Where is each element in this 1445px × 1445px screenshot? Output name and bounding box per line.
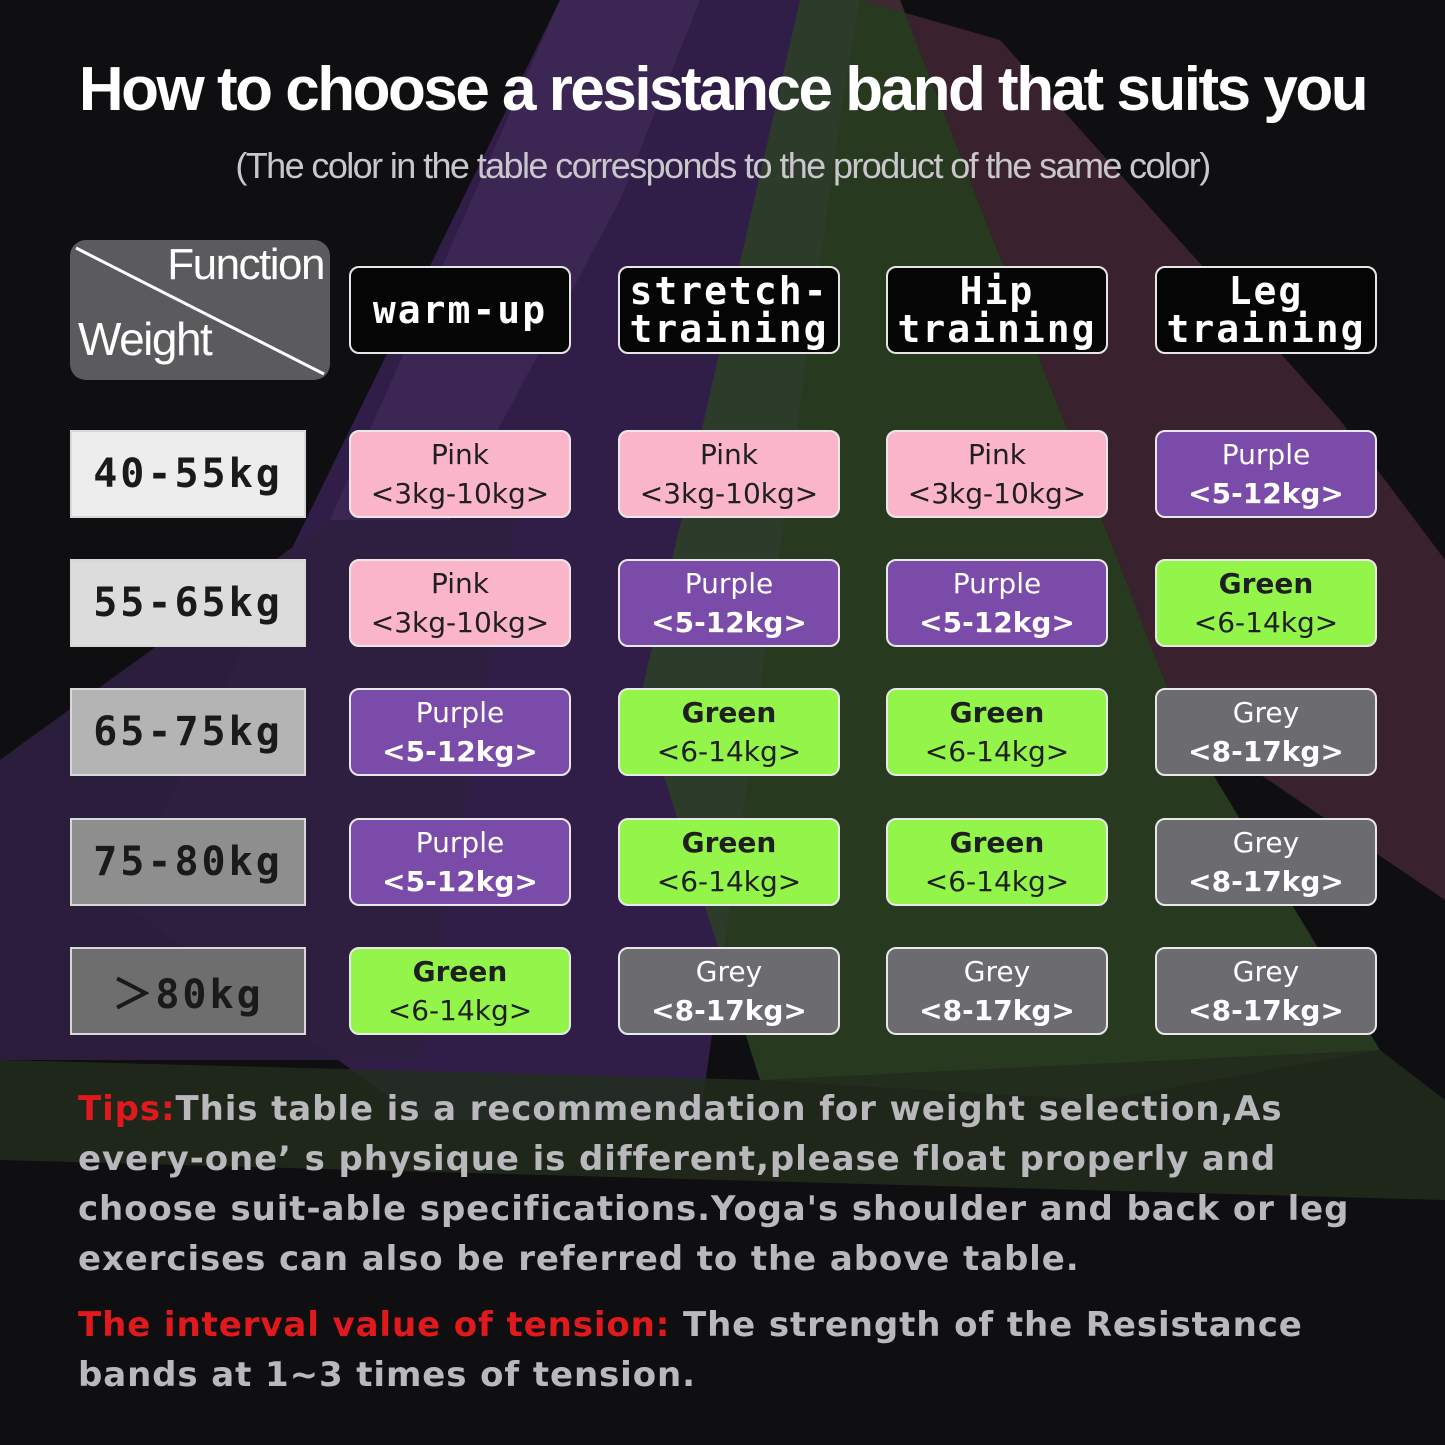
- band-tension-range: <8-17kg>: [1188, 994, 1344, 1027]
- band-recommendation-cell: Grey <8-17kg>: [1155, 947, 1377, 1035]
- band-recommendation-cell: Grey <8-17kg>: [886, 947, 1108, 1035]
- band-color-label: Grey: [1232, 696, 1300, 729]
- tension-interval-paragraph: The interval value of tension: The stren…: [78, 1300, 1408, 1400]
- band-color-label: Green: [949, 696, 1045, 729]
- band-tension-range: <6-14kg>: [656, 865, 802, 898]
- column-header: stretch-training: [618, 266, 840, 354]
- weight-range-cell: 75-80kg: [70, 818, 306, 906]
- band-tension-range: <3kg-10kg>: [370, 606, 550, 639]
- band-color-label: Purple: [415, 826, 505, 859]
- band-color-label: Purple: [684, 567, 774, 600]
- band-recommendation-cell: Purple <5-12kg>: [886, 559, 1108, 647]
- band-recommendation-cell: Green <6-14kg>: [618, 688, 840, 776]
- band-tension-range: <6-14kg>: [924, 735, 1070, 768]
- band-color-label: Grey: [695, 955, 763, 988]
- weight-range-cell: 40-55kg: [70, 430, 306, 518]
- band-tension-range: <5-12kg>: [651, 606, 807, 639]
- band-recommendation-cell: Green <6-14kg>: [1155, 559, 1377, 647]
- band-recommendation-cell: Purple <5-12kg>: [349, 688, 571, 776]
- band-color-label: Pink: [430, 567, 489, 600]
- band-recommendation-cell: Pink <3kg-10kg>: [349, 559, 571, 647]
- band-color-label: Green: [681, 826, 777, 859]
- diagonal-divider: [75, 246, 325, 376]
- band-color-label: Pink: [699, 438, 758, 471]
- band-recommendation-cell: Grey <8-17kg>: [1155, 688, 1377, 776]
- band-color-label: Pink: [967, 438, 1026, 471]
- band-tension-range: <6-14kg>: [656, 735, 802, 768]
- weight-label: Weight: [78, 313, 213, 365]
- band-tension-range: <8-17kg>: [651, 994, 807, 1027]
- band-recommendation-cell: Purple <5-12kg>: [349, 818, 571, 906]
- band-tension-range: <3kg-10kg>: [370, 477, 550, 510]
- band-recommendation-cell: Purple <5-12kg>: [1155, 430, 1377, 518]
- band-color-label: Grey: [963, 955, 1031, 988]
- band-recommendation-cell: Green <6-14kg>: [886, 818, 1108, 906]
- tips-text: This table is a recommendation for weigh…: [78, 1089, 1350, 1279]
- band-color-label: Green: [412, 955, 508, 988]
- band-color-label: Pink: [430, 438, 489, 471]
- band-tension-range: <5-12kg>: [919, 606, 1075, 639]
- band-tension-range: <3kg-10kg>: [907, 477, 1087, 510]
- band-recommendation-cell: Pink <3kg-10kg>: [349, 430, 571, 518]
- column-header: Leg training: [1155, 266, 1377, 354]
- band-recommendation-cell: Green <6-14kg>: [618, 818, 840, 906]
- band-color-label: Green: [1218, 567, 1314, 600]
- column-header: Hip training: [886, 266, 1108, 354]
- band-color-label: Purple: [415, 696, 505, 729]
- tips-paragraph: Tips:This table is a recommendation for …: [78, 1084, 1398, 1284]
- column-header: warm-up: [349, 266, 571, 354]
- band-recommendation-cell: Grey <8-17kg>: [618, 947, 840, 1035]
- band-tension-range: <3kg-10kg>: [639, 477, 819, 510]
- weight-range-cell: ＞80kg: [70, 947, 306, 1035]
- band-recommendation-cell: Green <6-14kg>: [886, 688, 1108, 776]
- band-tension-range: <6-14kg>: [387, 994, 533, 1027]
- weight-range-cell: 55-65kg: [70, 559, 306, 647]
- tips-label: Tips:: [78, 1089, 176, 1129]
- band-recommendation-cell: Green <6-14kg>: [349, 947, 571, 1035]
- band-color-label: Grey: [1232, 955, 1300, 988]
- page-subtitle: (The color in the table corresponds to t…: [235, 145, 1211, 186]
- band-color-label: Grey: [1232, 826, 1300, 859]
- tension-interval-text: The strength of the Resistance bands at …: [78, 1305, 1303, 1395]
- band-tension-range: <8-17kg>: [919, 994, 1075, 1027]
- band-tension-range: <6-14kg>: [924, 865, 1070, 898]
- band-tension-range: <5-12kg>: [382, 865, 538, 898]
- band-recommendation-cell: Pink <3kg-10kg>: [886, 430, 1108, 518]
- band-color-label: Green: [949, 826, 1045, 859]
- band-tension-range: <8-17kg>: [1188, 865, 1344, 898]
- band-color-label: Purple: [952, 567, 1042, 600]
- band-recommendation-cell: Purple <5-12kg>: [618, 559, 840, 647]
- table-corner-header: Function Weight: [70, 240, 330, 380]
- band-recommendation-cell: Grey <8-17kg>: [1155, 818, 1377, 906]
- band-tension-range: <8-17kg>: [1188, 735, 1344, 768]
- band-color-label: Purple: [1221, 438, 1311, 471]
- band-recommendation-cell: Pink <3kg-10kg>: [618, 430, 840, 518]
- band-tension-range: <6-14kg>: [1193, 606, 1339, 639]
- tension-interval-label: The interval value of tension:: [78, 1305, 671, 1345]
- band-tension-range: <5-12kg>: [1188, 477, 1344, 510]
- band-color-label: Green: [681, 696, 777, 729]
- weight-range-cell: 65-75kg: [70, 688, 306, 776]
- band-tension-range: <5-12kg>: [382, 735, 538, 768]
- page-title: How to choose a resistance band that sui…: [78, 55, 1369, 124]
- function-label: Function: [167, 240, 325, 289]
